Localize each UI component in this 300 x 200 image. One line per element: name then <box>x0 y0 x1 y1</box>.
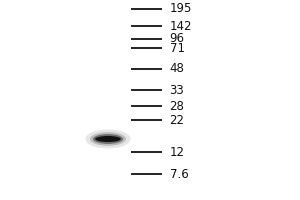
Ellipse shape <box>95 136 121 142</box>
Text: 22: 22 <box>169 114 184 127</box>
Ellipse shape <box>90 132 126 146</box>
Text: 142: 142 <box>169 20 192 32</box>
Text: 33: 33 <box>169 84 184 97</box>
Ellipse shape <box>85 130 130 148</box>
Text: 195: 195 <box>169 2 192 16</box>
Text: 12: 12 <box>169 146 184 158</box>
Ellipse shape <box>93 134 123 144</box>
Text: 48: 48 <box>169 62 184 75</box>
Text: 71: 71 <box>169 42 184 54</box>
Text: 28: 28 <box>169 99 184 112</box>
Text: 7.6: 7.6 <box>169 168 188 180</box>
Text: 96: 96 <box>169 32 184 46</box>
